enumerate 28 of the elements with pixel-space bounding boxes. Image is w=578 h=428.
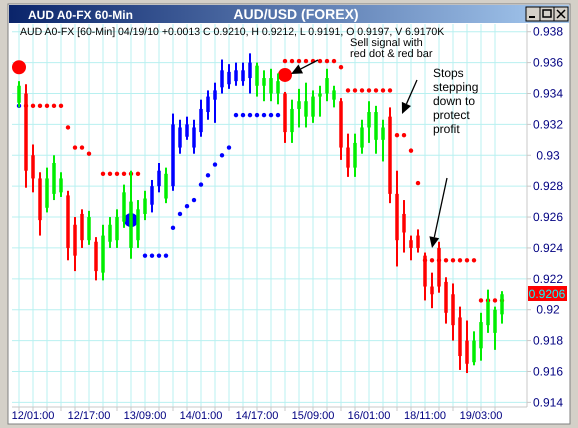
y-tick-label: 0.924: [532, 240, 564, 255]
y-tick-label: 0.932: [532, 117, 564, 132]
x-tick-label: 12/17:00: [68, 410, 110, 422]
y-tick-label: 0.93: [536, 148, 560, 162]
text: 0.9206: [528, 287, 566, 301]
annotation: AUD A0-FX [60-Min] 04/19/10 +0.0013 C 0.9210, H 0.9212, L 0.9191, O 0.9197, V 6.9170K: [20, 26, 444, 38]
x-tick-label: 13/09:00: [124, 410, 166, 422]
x-tick-label: 12/01:00: [12, 410, 54, 422]
x-tick-label: 16/01:00: [348, 410, 390, 422]
y-tick-label: 0.938: [532, 24, 564, 39]
y-tick-label: 0.928: [532, 179, 564, 194]
y-tick-label: 0.936: [532, 56, 564, 70]
chart-title: AUD/USD (FOREX): [233, 6, 359, 22]
x-tick-label: 14/17:00: [236, 410, 278, 422]
y-tick-label: 0.914: [532, 395, 564, 410]
y-tick-label: 0.92: [536, 302, 560, 317]
y-tick-label: 0.934: [532, 86, 564, 100]
annotation: Stops stepping down to protect profit: [433, 66, 478, 136]
y-tick-label: 0.926: [532, 210, 564, 224]
chart-subtitle: AUD A0-FX 60-Min: [28, 8, 133, 22]
y-tick-label: 0.916: [532, 364, 564, 378]
y-tick-label: 0.922: [532, 272, 564, 286]
y-tick-label: 0.918: [532, 334, 564, 348]
x-tick-label: 19/03:00: [460, 410, 502, 422]
annotation: Sell signal with red dot & red bar: [350, 37, 433, 60]
x-tick-label: 15/09:00: [292, 410, 334, 422]
x-tick-label: 18/11:00: [404, 410, 446, 422]
x-tick-label: 14/01:00: [180, 410, 222, 422]
